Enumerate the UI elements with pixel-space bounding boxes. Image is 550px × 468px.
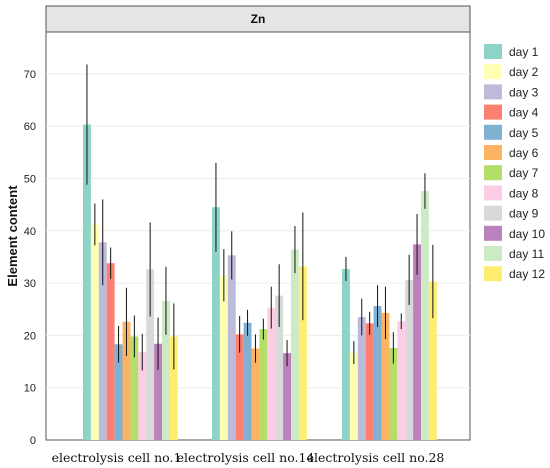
error-bars (86, 64, 434, 371)
legend-swatch (484, 104, 502, 120)
legend-swatch (484, 266, 502, 282)
bar-day-5-cell-3 (373, 306, 382, 440)
bar-day-2-cell-1 (90, 224, 99, 440)
bar-day-2-cell-3 (349, 352, 358, 440)
legend-swatch (484, 165, 502, 181)
legend-label: day 12 (509, 267, 545, 281)
y-tick-label: 60 (24, 121, 36, 133)
bar-day-3-cell-1 (98, 242, 107, 440)
legend-label: day 4 (509, 106, 539, 120)
bar-day-4-cell-3 (365, 323, 374, 440)
y-tick-label: 10 (24, 383, 36, 395)
legend-swatch (484, 44, 502, 59)
bar-day-4-cell-2 (235, 334, 244, 440)
bar-day-7-cell-1 (130, 336, 139, 440)
chart-title: Zn (251, 12, 266, 26)
bar-day-3-cell-2 (227, 255, 236, 440)
title-strip-background (45, 5, 471, 33)
bar-day-2-cell-2 (219, 275, 228, 440)
legend-swatch (484, 205, 502, 221)
y-tick-label: 50 (24, 173, 36, 185)
bar-day-3-cell-3 (357, 317, 366, 440)
bar-day-4-cell-1 (106, 263, 115, 440)
legend-label: day 7 (509, 166, 539, 180)
bar-day-5-cell-1 (114, 344, 123, 440)
bar-day-9-cell-2 (275, 295, 284, 440)
y-tick-label: 30 (24, 278, 36, 290)
y-tick-label: 0 (30, 435, 36, 447)
bar-day-10-cell-3 (413, 244, 421, 440)
bar-day-11-cell-1 (162, 300, 170, 440)
bar-day-12-cell-2 (298, 266, 307, 440)
bar-day-1-cell-3 (342, 268, 350, 440)
legend-label: day 11 (509, 247, 544, 261)
y-tick-label: 70 (24, 69, 36, 81)
y-axis-label: Element content (5, 185, 20, 287)
title-strip: Zn (45, 5, 471, 33)
legend-label: day 3 (509, 85, 539, 99)
x-tick-label: electrolysis cell no.1 (52, 450, 182, 465)
bar-day-1-cell-2 (212, 207, 220, 440)
y-tick-label: 20 (24, 330, 36, 342)
bar-day-6-cell-1 (122, 321, 131, 440)
legend-label: day 5 (509, 126, 539, 140)
bar-day-7-cell-3 (389, 347, 398, 440)
bar-day-8-cell-1 (138, 352, 147, 440)
x-tick-label: electrolysis cell no.14 (177, 450, 315, 465)
legend-label: day 10 (509, 227, 545, 241)
legend-label: day 8 (509, 186, 539, 200)
legend-swatch (484, 225, 502, 241)
bar-day-6-cell-2 (251, 348, 260, 440)
bar-day-10-cell-2 (283, 353, 291, 440)
y-axis: 0 10 20 30 40 50 60 70 (24, 69, 36, 447)
bar-day-8-cell-3 (397, 321, 406, 440)
legend-swatch (484, 124, 502, 140)
bar-day-12-cell-3 (428, 281, 437, 440)
legend-swatch (484, 64, 502, 80)
bar-day-10-cell-1 (154, 343, 162, 440)
legend-label: day 6 (509, 146, 539, 160)
bar-day-11-cell-2 (291, 249, 299, 440)
bar-day-7-cell-2 (259, 329, 268, 440)
legend-swatch (484, 145, 502, 160)
bar-day-8-cell-2 (267, 307, 276, 440)
legend-label: day 1 (509, 45, 539, 59)
x-tick-label: electrolysis cell no.28 (307, 450, 445, 465)
legend-label: day 9 (509, 207, 539, 221)
y-tick-label: 40 (24, 226, 36, 238)
legend-label: day 2 (509, 65, 539, 79)
bar-day-9-cell-1 (146, 269, 155, 440)
bar-day-5-cell-2 (243, 322, 252, 440)
legend-swatch (484, 246, 502, 261)
bar-day-11-cell-3 (421, 191, 429, 440)
bar-day-9-cell-3 (405, 279, 414, 440)
legend: day 1 day 2 day 3 day 4 day 5 day 6 day 7 day 8… (484, 44, 545, 282)
legend-swatch (484, 185, 502, 201)
bar-day-1-cell-1 (83, 124, 91, 440)
legend-swatch (484, 84, 502, 100)
bars (83, 124, 437, 440)
bar-day-12-cell-1 (169, 336, 178, 440)
bar-day-6-cell-3 (381, 312, 390, 440)
